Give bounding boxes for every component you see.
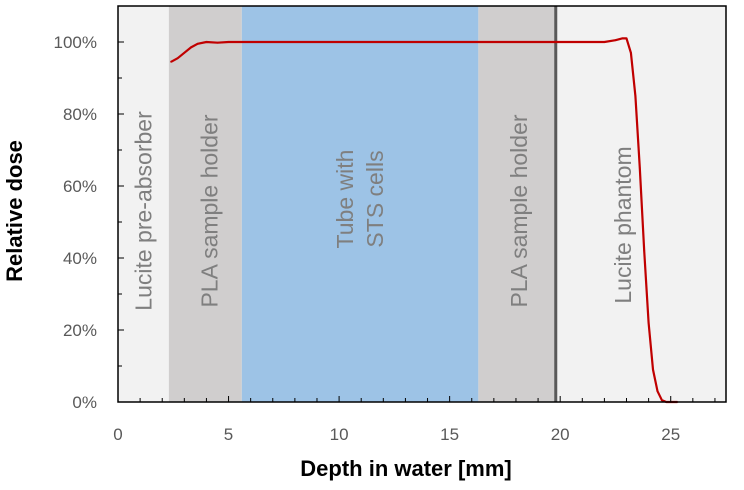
series-0-point-15 [559, 41, 562, 43]
region-3 [478, 6, 556, 402]
series-0-point-4 [196, 42, 199, 45]
y-tick-label-1: 20% [63, 321, 97, 340]
series-0-point-25 [652, 368, 654, 371]
y-axis-title: Relative dose [2, 140, 27, 282]
series-0-point-8 [249, 41, 252, 43]
series-0-point-14 [515, 41, 517, 43]
region-1 [168, 6, 242, 402]
x-tick-label-5: 25 [661, 425, 680, 444]
x-tick-label-4: 20 [551, 425, 570, 444]
region-label-4: Lucite phantom [610, 146, 636, 303]
series-layer [170, 37, 679, 404]
y-tick-label-4: 80% [63, 105, 97, 124]
series-0-point-18 [621, 37, 623, 40]
series-0-point-6 [216, 41, 219, 44]
y-tick-label-2: 40% [63, 249, 97, 268]
series-0-point-12 [426, 41, 429, 43]
ticks-layer: 0 5 10 15 20 25 0% 20% 40% 60% 80% 100% [54, 33, 716, 444]
x-tick-label-2: 10 [330, 425, 349, 444]
x-axis-title: Depth in water [mm] [300, 456, 511, 481]
y-tick-label-5: 100% [54, 33, 97, 52]
region-label-3-line-0: PLA sample holder [506, 114, 532, 307]
series-0-point-20 [630, 51, 632, 54]
x-tick-label-0: 0 [113, 425, 122, 444]
axes-layer [117, 5, 727, 403]
series-0-point-16 [603, 41, 606, 43]
series-0-point-3 [190, 46, 192, 49]
series-0-point-1 [176, 57, 179, 60]
region-label-1: PLA sample holder [196, 114, 222, 307]
region-label-2: Tube with STS cells [332, 150, 388, 249]
series-0-point-9 [293, 41, 296, 43]
region-labels-layer: Lucite pre-absorber PLA sample holder Tube… [130, 111, 635, 311]
series-0-point-23 [643, 249, 646, 252]
region-2 [241, 6, 479, 402]
series-0-point-27 [660, 399, 663, 402]
region-label-0-line-0: Lucite pre-absorber [130, 111, 156, 311]
series-0-point-17 [614, 39, 617, 42]
series-0-point-5 [205, 41, 208, 43]
x-tick-label-1: 5 [224, 425, 233, 444]
region-label-3: PLA sample holder [506, 114, 532, 307]
region-label-0: Lucite pre-absorber [130, 111, 156, 311]
x-tick-label-3: 15 [440, 425, 459, 444]
region-0 [118, 6, 169, 402]
region-label-1-line-0: PLA sample holder [196, 114, 222, 307]
region-label-2-line-1: STS cells [362, 150, 388, 247]
y-tick-label-0: 0% [72, 393, 97, 412]
plot-frame [117, 5, 727, 403]
series-0-point-22 [638, 167, 641, 169]
series-0-point-19 [625, 37, 628, 40]
region-label-2-line-0: Tube with [332, 150, 358, 249]
series-0-point-13 [470, 41, 473, 43]
series-0-point-2 [183, 51, 186, 54]
series-0-point-26 [656, 390, 659, 393]
series-0-point-10 [338, 41, 340, 43]
region-label-4-line-0: Lucite phantom [610, 146, 636, 303]
series-0-point-11 [382, 41, 385, 43]
series-0-point-21 [634, 95, 637, 97]
series-0-point-7 [227, 41, 230, 43]
y-tick-label-3: 60% [63, 177, 97, 196]
series-0-point-24 [647, 321, 650, 324]
series-0-point-0 [170, 60, 172, 63]
